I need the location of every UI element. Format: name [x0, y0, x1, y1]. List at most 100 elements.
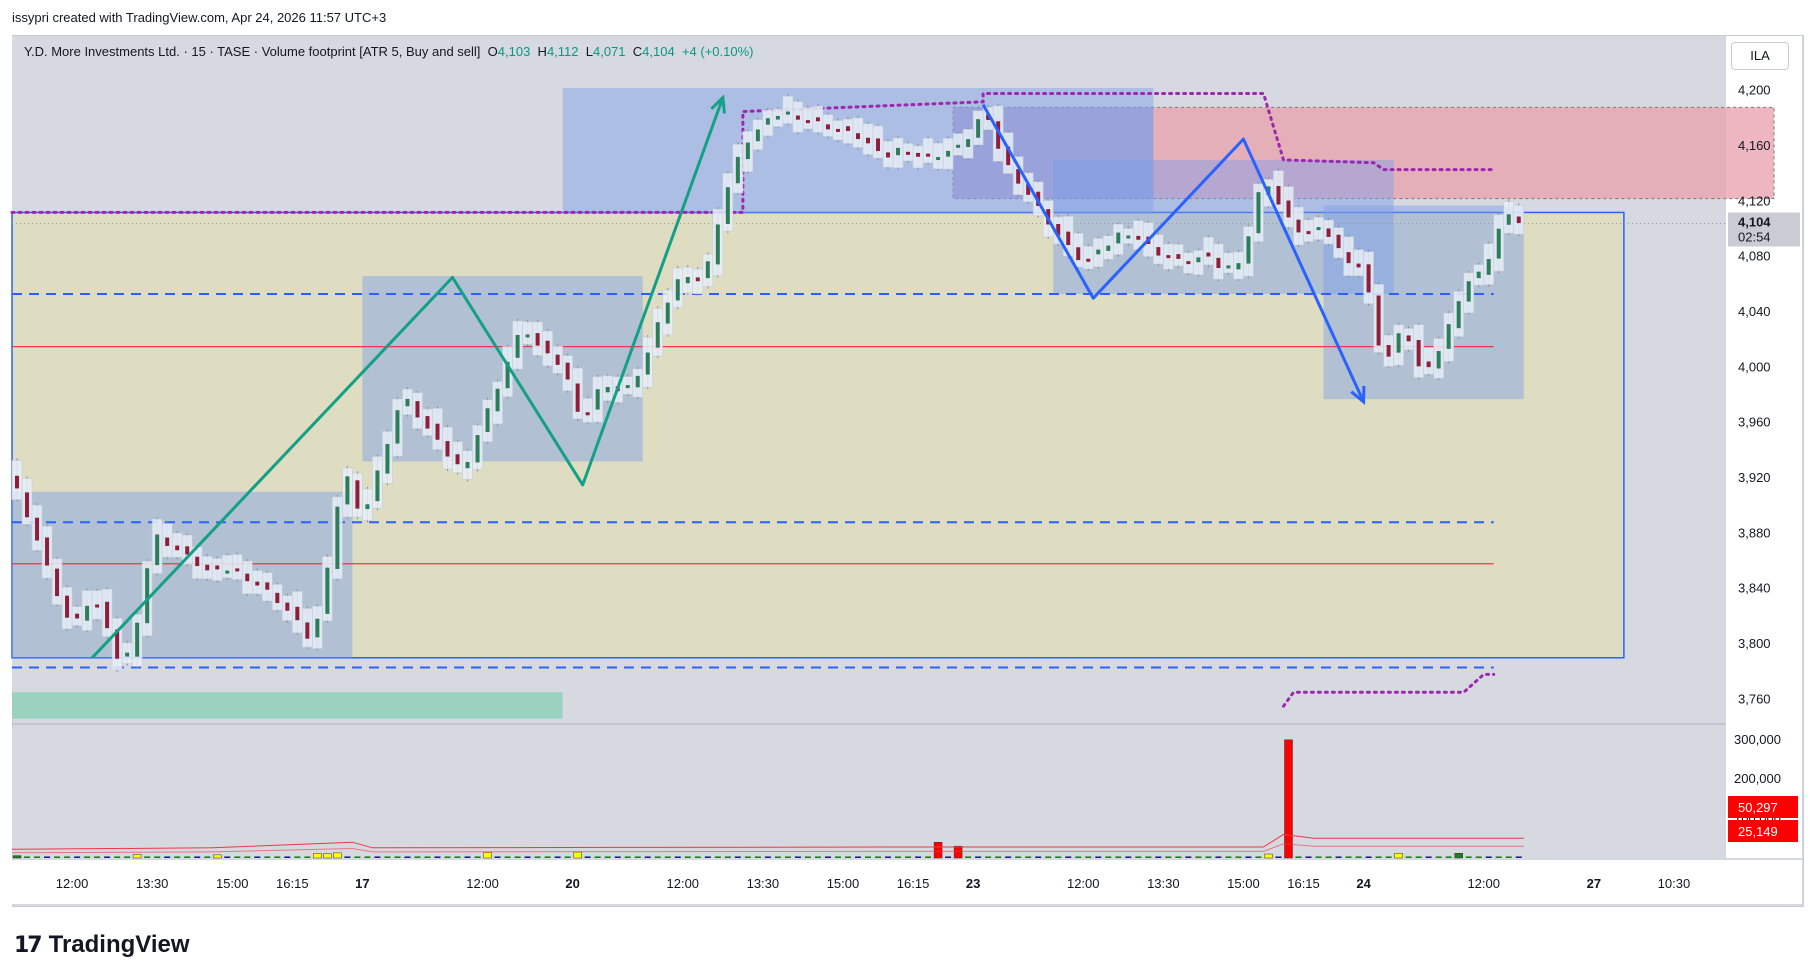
- candle-down: [305, 622, 310, 639]
- candle-down: [1346, 252, 1351, 264]
- price-tick-label: 3,800: [1738, 636, 1771, 651]
- candle-down: [425, 416, 430, 429]
- candle-down: [876, 138, 881, 152]
- volume-bar: [604, 856, 611, 858]
- candle-up: [1456, 301, 1461, 329]
- volume-bar: [454, 856, 461, 858]
- volume-bar: [1385, 856, 1392, 858]
- candle-down: [986, 114, 991, 120]
- volume-bar-highlight: [933, 841, 943, 859]
- volume-bar: [784, 856, 791, 858]
- volume-bar: [684, 856, 691, 858]
- volume-bar: [1305, 856, 1312, 858]
- time-tick-label: 16:15: [276, 876, 309, 891]
- zones-layer: [11, 36, 1802, 904]
- candle-down: [1216, 257, 1221, 269]
- volume-layer: [11, 739, 1524, 859]
- candle-down: [996, 121, 1001, 149]
- footprint-cell: [782, 95, 794, 124]
- candle-down: [1356, 263, 1361, 268]
- candle-down: [25, 492, 30, 518]
- volume-badge-upper: 50,297: [1738, 800, 1778, 815]
- volume-bar: [1355, 856, 1362, 858]
- footprint-cell: [211, 558, 223, 581]
- volume-bar: [394, 856, 401, 858]
- candles-layer: [11, 94, 1525, 672]
- candle-down: [35, 517, 40, 541]
- price-tick-label: 4,160: [1738, 138, 1771, 153]
- candle-down: [545, 340, 550, 354]
- volume-bar: [644, 856, 651, 858]
- volume-bar: [614, 856, 621, 858]
- candle-up: [896, 147, 901, 156]
- volume-bar: [1445, 856, 1452, 858]
- candle-up: [946, 150, 951, 157]
- volume-bar: [1045, 856, 1052, 858]
- volume-bar: [704, 856, 711, 858]
- candle-up: [936, 157, 941, 161]
- footprint-cell: [852, 117, 864, 148]
- volume-bar: [154, 856, 161, 858]
- candle-down: [1366, 264, 1371, 293]
- range-box-2: [562, 87, 1154, 214]
- volume-bar: [1145, 856, 1152, 858]
- legend-low-label: L: [585, 44, 593, 59]
- volume-bar: [844, 856, 851, 858]
- legend-open-value: 4,103: [497, 44, 531, 59]
- candle-up: [495, 388, 500, 412]
- candle-up: [1476, 271, 1481, 279]
- volume-bar: [264, 856, 271, 858]
- price-tick-label: 4,000: [1738, 359, 1771, 374]
- candle-up: [505, 361, 510, 389]
- volume-bar: [804, 856, 811, 858]
- candle-up: [1096, 249, 1101, 255]
- candle-up: [775, 115, 780, 120]
- candle-down: [215, 565, 220, 570]
- candle-down: [805, 120, 810, 124]
- volume-bar: [1475, 856, 1482, 858]
- candle-down: [175, 545, 180, 551]
- volume-bar: [945, 856, 952, 858]
- candle-up: [225, 570, 230, 574]
- volume-bar: [1095, 856, 1102, 858]
- legend-change: +4 (+0.10%): [681, 44, 754, 59]
- candle-down: [265, 582, 270, 590]
- volume-bar: [1235, 856, 1242, 858]
- candle-down: [45, 537, 50, 566]
- volume-bar: [464, 856, 471, 858]
- volume-bar: [94, 856, 101, 858]
- candle-down: [565, 362, 570, 380]
- volume-bar: [1125, 856, 1132, 858]
- tradingview-logo[interactable]: 17 TradingView: [14, 930, 190, 960]
- candle-down: [95, 604, 100, 608]
- volume-bar: [114, 856, 121, 858]
- footprint-cell: [922, 138, 934, 164]
- volume-bar: [84, 856, 91, 858]
- time-tick-label: 12:00: [466, 876, 499, 891]
- volume-bar: [544, 856, 551, 858]
- volume-badge-lower: 25,149: [1738, 824, 1778, 839]
- volume-bar: [634, 856, 641, 858]
- candle-down: [165, 537, 170, 546]
- volume-bar: [104, 856, 111, 858]
- candle-down: [1076, 247, 1081, 261]
- candle-down: [1206, 252, 1211, 257]
- candle-down: [695, 277, 700, 282]
- candle-up: [1466, 281, 1471, 302]
- candle-down: [575, 383, 580, 412]
- price-tick-label: 4,120: [1738, 193, 1771, 208]
- volume-bar: [724, 856, 731, 858]
- volume-bar: [915, 856, 922, 858]
- volume-bar: [64, 856, 71, 858]
- volume-bar: [224, 856, 231, 858]
- volume-bar: [1345, 856, 1352, 858]
- candle-up: [1236, 263, 1241, 270]
- volume-bar: [814, 856, 821, 858]
- volume-bar: [1515, 856, 1522, 858]
- candle-up: [515, 334, 520, 358]
- price-tick-label: 4,200: [1738, 83, 1771, 98]
- candle-up: [1436, 351, 1441, 369]
- volume-bar: [1035, 856, 1042, 858]
- currency-button[interactable]: ILA: [1731, 42, 1789, 70]
